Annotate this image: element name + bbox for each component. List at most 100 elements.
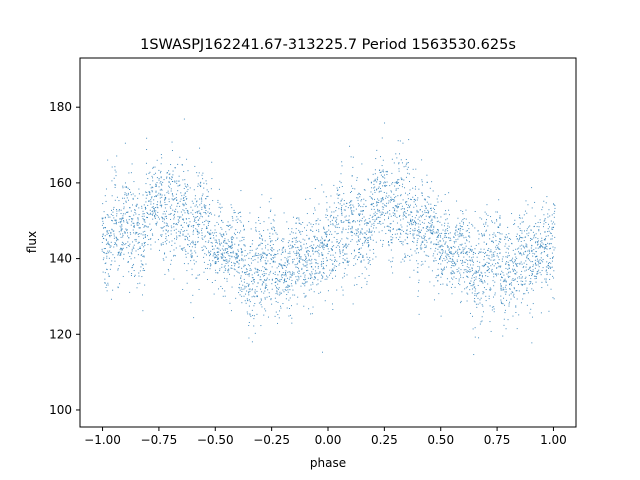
data-point xyxy=(172,195,174,197)
data-point xyxy=(415,186,417,188)
data-point xyxy=(238,250,240,252)
data-point xyxy=(115,184,117,186)
data-point xyxy=(484,225,485,227)
data-point xyxy=(125,201,127,203)
data-point xyxy=(439,233,441,235)
data-point xyxy=(492,252,494,254)
data-point xyxy=(508,265,510,267)
data-point xyxy=(142,210,144,212)
data-point xyxy=(407,243,409,245)
data-point xyxy=(419,223,421,225)
data-point xyxy=(213,232,215,234)
data-point xyxy=(395,205,397,207)
data-point xyxy=(259,233,261,235)
data-point xyxy=(548,230,550,232)
data-point xyxy=(226,248,228,250)
data-point xyxy=(196,211,198,213)
data-point xyxy=(218,206,220,208)
data-point xyxy=(329,269,331,271)
data-point xyxy=(266,279,268,281)
data-point xyxy=(262,281,264,283)
data-point xyxy=(131,273,133,275)
data-point xyxy=(142,234,144,236)
data-point xyxy=(290,276,292,278)
data-point xyxy=(102,222,104,224)
data-point xyxy=(473,277,475,279)
data-point xyxy=(435,247,437,249)
data-point xyxy=(366,256,368,258)
data-point xyxy=(409,198,411,200)
data-point xyxy=(441,273,443,275)
data-point xyxy=(128,172,130,174)
data-point xyxy=(429,222,431,224)
data-point xyxy=(381,230,383,232)
data-point xyxy=(475,270,477,272)
data-point xyxy=(505,243,507,245)
data-point xyxy=(380,174,382,176)
data-point xyxy=(164,216,166,218)
data-point xyxy=(163,211,165,213)
data-point xyxy=(430,209,432,211)
data-point xyxy=(227,262,229,264)
data-point xyxy=(475,244,477,246)
data-point xyxy=(374,191,376,193)
data-point xyxy=(291,245,293,247)
data-point xyxy=(305,255,307,257)
data-point xyxy=(108,235,110,237)
data-point xyxy=(240,259,242,261)
data-point xyxy=(292,262,294,264)
data-point xyxy=(526,256,528,258)
data-point xyxy=(144,241,146,243)
data-point xyxy=(122,215,124,217)
data-point xyxy=(279,281,281,283)
data-point xyxy=(469,271,471,273)
data-point xyxy=(238,266,240,268)
data-point xyxy=(285,270,287,272)
data-point xyxy=(314,235,316,237)
data-point xyxy=(407,221,409,223)
data-point xyxy=(288,228,290,230)
data-point xyxy=(138,227,140,229)
data-point xyxy=(347,220,349,222)
data-point xyxy=(499,233,501,235)
data-point xyxy=(550,266,552,268)
data-point xyxy=(243,224,244,226)
data-point xyxy=(534,215,536,217)
data-point xyxy=(363,237,365,239)
data-point xyxy=(205,254,207,256)
data-point xyxy=(469,283,471,284)
data-point xyxy=(309,198,311,200)
data-point xyxy=(416,242,418,244)
data-point xyxy=(437,248,439,250)
data-point xyxy=(177,163,179,165)
data-point xyxy=(144,219,146,221)
data-point xyxy=(160,176,162,178)
data-point xyxy=(183,205,185,207)
data-point xyxy=(495,263,497,265)
data-point xyxy=(199,217,201,219)
data-point xyxy=(161,234,163,236)
data-point xyxy=(223,249,225,251)
data-point xyxy=(452,259,454,261)
data-point xyxy=(520,283,522,285)
data-point xyxy=(483,259,485,261)
data-point xyxy=(158,179,160,181)
data-point xyxy=(154,215,156,217)
data-point xyxy=(145,207,147,209)
data-point xyxy=(382,176,384,178)
data-point xyxy=(409,189,411,191)
data-point xyxy=(164,201,166,203)
data-point xyxy=(169,181,170,183)
data-point xyxy=(531,288,533,290)
data-point xyxy=(319,242,321,244)
data-point xyxy=(365,238,367,240)
data-point xyxy=(453,236,455,238)
data-point xyxy=(292,216,294,218)
data-point xyxy=(490,216,492,218)
data-point xyxy=(326,210,328,212)
data-point xyxy=(497,256,499,258)
data-point xyxy=(195,204,197,206)
data-point xyxy=(369,257,371,259)
data-point xyxy=(551,214,553,216)
